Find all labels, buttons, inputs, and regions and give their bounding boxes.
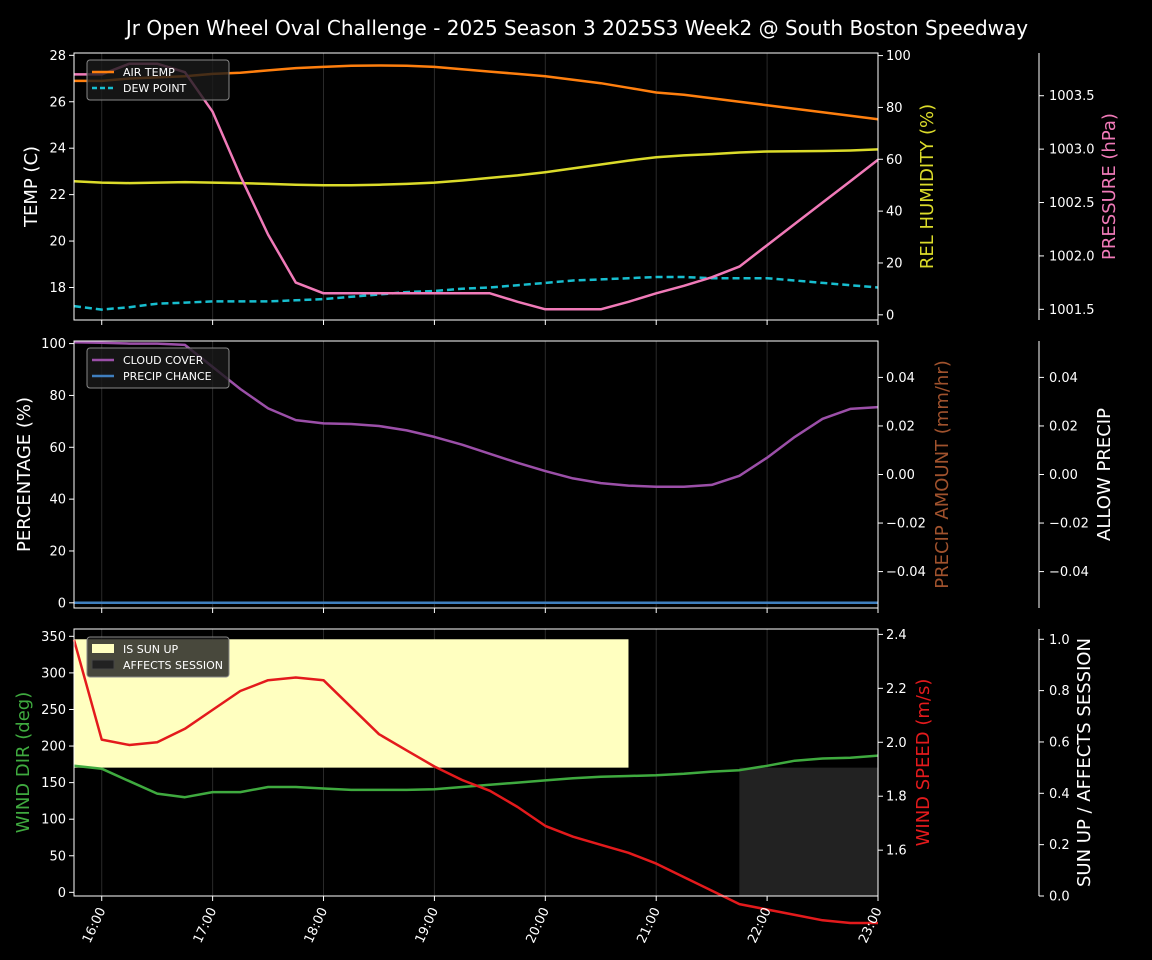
precip-amount-axis-tick-label: 0.04 xyxy=(886,371,915,386)
sun-axis-tick-label: 0.6 xyxy=(1049,735,1070,750)
legend-label: PRECIP CHANCE xyxy=(123,370,212,383)
legend-swatch xyxy=(91,659,115,670)
figure-title: Jr Open Wheel Oval Challenge - 2025 Seas… xyxy=(124,16,1028,40)
sun-axis-label: SUN UP / AFFECTS SESSION xyxy=(1074,638,1095,887)
panel-3-frame xyxy=(73,628,879,897)
x-tick-label: 17:00 xyxy=(191,905,220,945)
wind-dir-axis-tick-label: 100 xyxy=(41,813,66,828)
allow-precip-axis-tick-label: −0.02 xyxy=(1049,517,1089,532)
wind-dir-axis-tick-label: 150 xyxy=(41,776,66,791)
percentage-axis-label: PERCENTAGE (%) xyxy=(14,397,35,552)
wind-speed-axis-tick-label: 1.8 xyxy=(886,790,907,805)
x-tick-label: 22:00 xyxy=(745,905,774,945)
legend-label: DEW POINT xyxy=(123,82,187,95)
temp-axis-tick-label: 18 xyxy=(49,281,66,296)
wind-speed-axis-tick-label: 2.4 xyxy=(886,628,907,643)
allow-precip-axis-label: ALLOW PRECIP xyxy=(1094,408,1115,541)
x-tick-label: 19:00 xyxy=(413,905,442,945)
x-tick-label: 23:00 xyxy=(856,905,885,945)
allow-precip-axis-tick-label: −0.04 xyxy=(1049,565,1089,580)
dew-point-line xyxy=(73,275,879,311)
wind-speed-axis-tick-label: 2.0 xyxy=(886,736,907,751)
wind-dir-axis-tick-label: 0 xyxy=(58,886,66,901)
humidity-axis-tick-label: 60 xyxy=(886,153,903,168)
temp-axis-tick-label: 26 xyxy=(49,95,66,110)
wind-speed-axis-label: WIND SPEED (m/s) xyxy=(913,679,934,847)
humidity-axis-tick-label: 100 xyxy=(886,49,911,64)
allow-precip-axis-tick-label: 0.02 xyxy=(1049,419,1078,434)
percentage-axis-tick-label: 0 xyxy=(58,596,66,611)
legend-label: IS SUN UP xyxy=(123,643,179,656)
humidity-axis-tick-label: 40 xyxy=(886,205,903,220)
allow-precip-axis-tick-label: 0.04 xyxy=(1049,371,1078,386)
pressure-axis-tick-label: 1002.0 xyxy=(1049,249,1095,264)
pressure-line xyxy=(74,62,879,311)
wind-speed-line xyxy=(72,639,878,925)
humidity-axis-label: REL HUMIDITY (%) xyxy=(917,104,938,269)
chart-panels: 1820222426280204060801001001.51002.01002… xyxy=(13,49,1120,946)
pressure-axis-tick-label: 1001.5 xyxy=(1049,303,1095,318)
humidity-line xyxy=(73,148,879,187)
allow-precip-axis-tick-label: 0.00 xyxy=(1049,468,1078,483)
legend-box xyxy=(86,347,230,389)
precip-amount-axis-tick-label: 0.02 xyxy=(886,419,915,434)
wind-speed-axis-tick-label: 2.2 xyxy=(886,682,907,697)
legend-label: AIR TEMP xyxy=(123,66,175,79)
legend-box xyxy=(86,636,230,678)
x-tick-label: 16:00 xyxy=(80,905,109,945)
temp-axis-label: TEMP (C) xyxy=(21,146,42,228)
wind-dir-axis-tick-label: 200 xyxy=(41,740,66,755)
wind-dir-axis-tick-label: 350 xyxy=(41,630,66,645)
humidity-axis-tick-label: 0 xyxy=(886,308,894,323)
sun-axis-tick-label: 0.2 xyxy=(1049,838,1070,853)
precip-amount-axis-tick-label: 0.00 xyxy=(886,468,915,483)
percentage-axis-tick-label: 40 xyxy=(49,493,66,508)
temp-axis-tick-label: 20 xyxy=(49,235,66,250)
legend-swatch xyxy=(92,644,114,653)
x-tick-label: 21:00 xyxy=(634,905,663,945)
temp-axis-tick-label: 22 xyxy=(49,188,66,203)
humidity-axis-tick-label: 80 xyxy=(886,101,903,116)
wind-dir-axis-tick-label: 50 xyxy=(49,849,66,864)
x-tick-label: 18:00 xyxy=(302,905,331,945)
percentage-axis-tick-label: 80 xyxy=(49,389,66,404)
affects-session-bar xyxy=(739,767,878,896)
precip-amount-axis-tick-label: −0.04 xyxy=(886,565,926,580)
pressure-axis-tick-label: 1003.5 xyxy=(1049,89,1095,104)
panel-1-frame xyxy=(73,52,879,321)
sun-axis-tick-label: 0.0 xyxy=(1049,890,1070,905)
precip-amount-axis-label: PRECIP AMOUNT (mm/hr) xyxy=(932,360,953,589)
precip-amount-axis-tick-label: −0.02 xyxy=(886,517,926,532)
legend-box xyxy=(86,59,230,101)
x-tick-label: 20:00 xyxy=(524,905,553,945)
wind-speed-axis-tick-label: 1.6 xyxy=(886,844,907,859)
percentage-axis-tick-label: 20 xyxy=(49,544,66,559)
pressure-axis-label: PRESSURE (hPa) xyxy=(1099,113,1120,260)
percentage-axis-tick-label: 60 xyxy=(49,441,66,456)
sun-axis-tick-label: 0.8 xyxy=(1049,684,1070,699)
pressure-axis-tick-label: 1003.0 xyxy=(1049,143,1095,158)
wind-dir-axis-label: WIND DIR (deg) xyxy=(13,692,34,834)
percentage-axis-tick-label: 100 xyxy=(41,337,66,352)
sun-axis-tick-label: 1.0 xyxy=(1049,633,1070,648)
wind-dir-axis-tick-label: 250 xyxy=(41,703,66,718)
humidity-axis-tick-label: 20 xyxy=(886,256,903,271)
pressure-axis-tick-label: 1002.5 xyxy=(1049,196,1095,211)
wind-dir-axis-tick-label: 300 xyxy=(41,666,66,681)
temp-axis-tick-label: 28 xyxy=(49,49,66,64)
temp-axis-tick-label: 24 xyxy=(49,142,66,157)
legend-label: AFFECTS SESSION xyxy=(123,659,223,672)
sun-axis-tick-label: 0.4 xyxy=(1049,787,1070,802)
legend-label: CLOUD COVER xyxy=(123,354,204,367)
